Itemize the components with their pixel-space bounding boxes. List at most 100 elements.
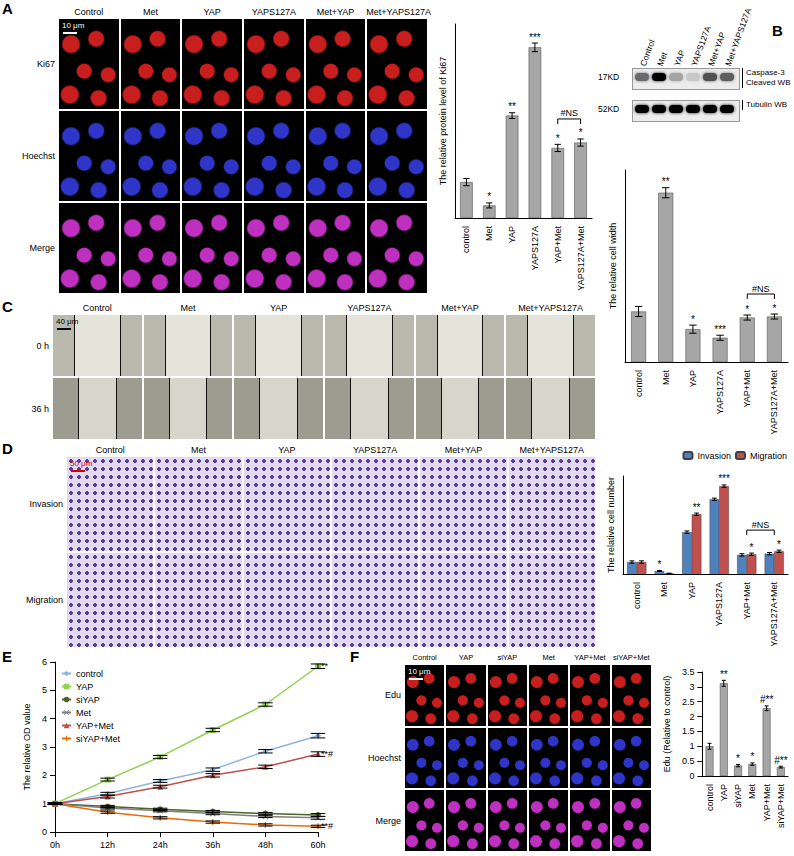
svg-text:YAP: YAP [719, 784, 729, 801]
svg-text:3: 3 [42, 742, 47, 752]
svg-text:*: * [777, 539, 781, 550]
svg-text:YAPS127A: YAPS127A [530, 226, 540, 270]
svg-text:2: 2 [689, 712, 694, 722]
svg-text:**: ** [662, 176, 670, 187]
svg-text:5: 5 [42, 685, 47, 695]
svg-text:siYAP+Met: siYAP+Met [776, 784, 786, 829]
svg-text:YAPS127A+Met: YAPS127A+Met [769, 582, 779, 647]
html-text:D: D [2, 440, 13, 457]
svg-text:3.5: 3.5 [682, 667, 695, 677]
svg-text:The relative cell number: The relative cell number [606, 477, 616, 573]
svg-text:*: * [657, 559, 661, 570]
svg-text:YAP+Met: YAP+Met [762, 784, 772, 822]
svg-text:Met: Met [76, 708, 92, 718]
svg-text:48h: 48h [258, 840, 273, 850]
svg-text:YAP+Met: YAP+Met [742, 370, 752, 408]
svg-text:#NS: #NS [560, 108, 578, 118]
svg-text:#**: #** [774, 755, 787, 766]
svg-text:*: * [556, 133, 560, 144]
html-text:C: C [2, 298, 13, 315]
svg-text:*: * [579, 127, 583, 138]
svg-text:YAP: YAP [76, 682, 93, 692]
svg-text:control: control [632, 582, 642, 609]
svg-text:36h: 36h [205, 840, 220, 850]
svg-text:control: control [705, 784, 715, 811]
svg-text:control: control [461, 226, 471, 253]
svg-text:4: 4 [42, 714, 47, 724]
svg-text:**: ** [508, 101, 516, 112]
svg-text:YAP: YAP [507, 226, 517, 243]
svg-text:2.5: 2.5 [682, 697, 695, 707]
svg-text:#NS: #NS [752, 284, 770, 294]
svg-text:0.5: 0.5 [682, 756, 695, 766]
svg-text:1.5: 1.5 [682, 726, 695, 736]
svg-text:3: 3 [689, 682, 694, 692]
svg-text:YAPS127A: YAPS127A [714, 582, 724, 626]
html-text:Met+YAP: Met+YAP [706, 30, 728, 68]
svg-text:12h: 12h [100, 840, 115, 850]
svg-text:YAP+Met: YAP+Met [742, 582, 752, 620]
html-text:Met: Met [655, 50, 670, 68]
svg-text:*: * [750, 542, 754, 553]
html-text:Control: Control [638, 38, 657, 68]
svg-text:60h: 60h [310, 840, 325, 850]
svg-text:Met: Met [747, 784, 757, 800]
html-text:F: F [350, 648, 360, 665]
svg-text:The relative protein level of: The relative protein level of Ki67 [438, 57, 448, 186]
svg-text:0: 0 [42, 827, 47, 837]
html-text:36 h: 36 h [31, 403, 49, 414]
svg-text:YAPS127A+Met: YAPS127A+Met [769, 370, 779, 435]
html-text:B: B [772, 22, 783, 39]
svg-text:control: control [76, 669, 103, 679]
html-text:0 h: 0 h [36, 340, 49, 351]
svg-text:*: * [736, 753, 740, 764]
svg-text:YAPS127A: YAPS127A [715, 370, 725, 414]
svg-text:24h: 24h [153, 840, 168, 850]
svg-text:1: 1 [689, 741, 694, 751]
svg-text:*: * [772, 303, 776, 314]
svg-text:0: 0 [689, 771, 694, 781]
svg-text:Met: Met [659, 582, 669, 598]
svg-text:Invasion: Invasion [697, 451, 731, 461]
svg-text:*: * [691, 314, 695, 325]
svg-text:***: *** [718, 473, 730, 484]
html-text:Merge: Merge [375, 815, 401, 826]
html-text:YAP: YAP [672, 48, 687, 68]
svg-text:*: * [745, 304, 749, 315]
svg-text:Met: Met [661, 370, 671, 386]
svg-text:Met: Met [484, 226, 494, 242]
svg-text:siYAP: siYAP [733, 784, 743, 808]
svg-text:**#: **# [321, 821, 333, 831]
svg-text:The relative cell width: The relative cell width [608, 223, 618, 310]
html-text:A: A [2, 0, 13, 17]
svg-text:1: 1 [42, 799, 47, 809]
html-text:YAPS127A: YAPS127A [689, 24, 713, 68]
html-text:Met+YAPS127A: Met+YAPS127A [723, 6, 754, 68]
svg-text:#**: #** [760, 694, 773, 705]
svg-text:Migration: Migration [750, 451, 787, 461]
svg-text:*: * [487, 191, 491, 202]
html-text:E: E [2, 648, 12, 665]
svg-text:YAP: YAP [687, 582, 697, 599]
svg-text:*: * [750, 751, 754, 762]
svg-text:0h: 0h [50, 840, 60, 850]
svg-text:#NS: #NS [752, 520, 770, 530]
svg-text:***: *** [714, 324, 726, 335]
svg-text:***: *** [529, 32, 541, 43]
svg-text:2: 2 [42, 770, 47, 780]
svg-text:**: ** [321, 661, 329, 671]
svg-text:Edu (Relative to control): Edu (Relative to control) [662, 676, 672, 773]
svg-text:YAP+Met: YAP+Met [76, 721, 114, 731]
svg-text:siYAP+Met: siYAP+Met [76, 734, 121, 744]
svg-text:siYAP: siYAP [76, 695, 100, 705]
svg-text:**: ** [693, 502, 701, 513]
html-text:Edu: Edu [385, 690, 401, 701]
svg-text:YAPS127A+Met: YAPS127A+Met [576, 226, 586, 291]
svg-text:**: ** [720, 669, 728, 680]
svg-text:The relative OD value: The relative OD value [22, 703, 32, 790]
svg-text:YAP+Met: YAP+Met [553, 226, 563, 264]
svg-text:**#: **# [321, 749, 333, 759]
svg-text:control: control [634, 370, 644, 397]
svg-text:6: 6 [42, 657, 47, 667]
svg-text:YAP: YAP [688, 370, 698, 387]
